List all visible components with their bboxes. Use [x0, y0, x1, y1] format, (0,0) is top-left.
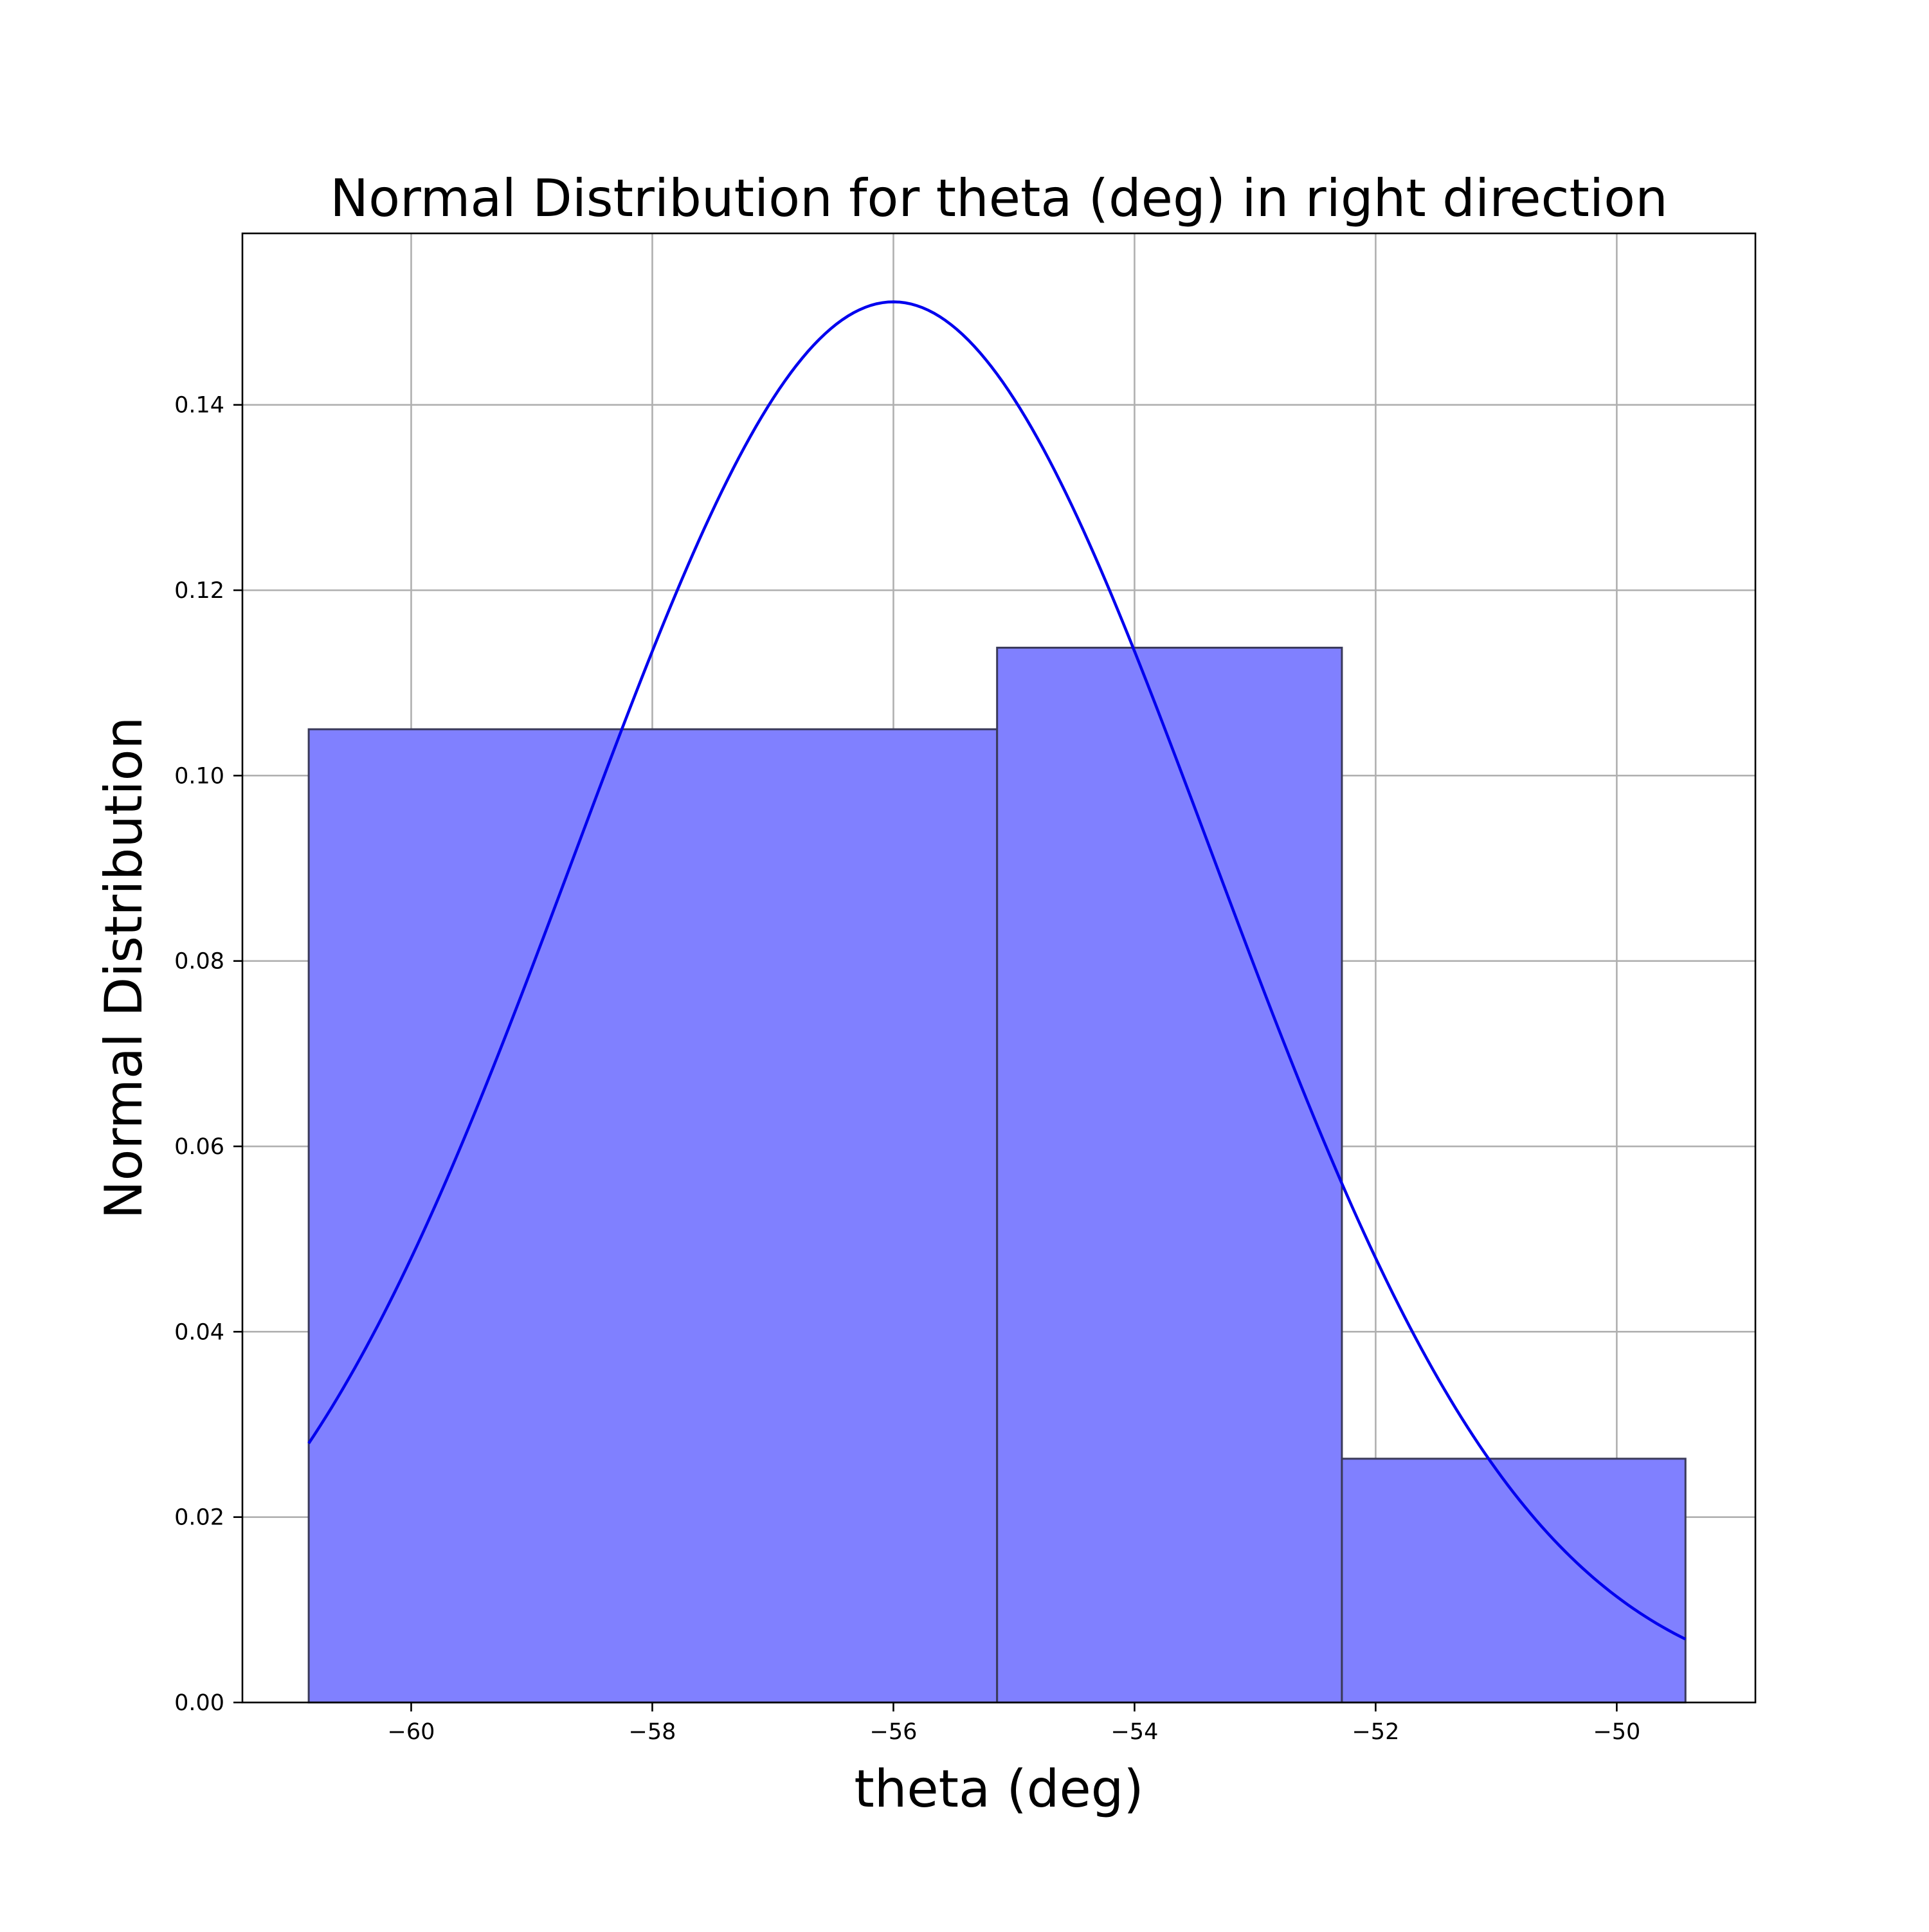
x-tick-label: −60 — [388, 1719, 435, 1745]
x-axis-label: theta (deg) — [854, 1759, 1143, 1819]
x-tick-label: −56 — [870, 1719, 918, 1745]
y-tick-label: 0.12 — [174, 578, 224, 604]
y-tick-label: 0.04 — [174, 1319, 224, 1345]
y-tick-label: 0.00 — [174, 1690, 224, 1716]
pdf-curve-layer — [307, 300, 1687, 1641]
y-tick-label: 0.14 — [174, 393, 224, 419]
histogram-bars — [307, 646, 1687, 1704]
x-tick-label: −50 — [1593, 1719, 1640, 1745]
y-tick-label: 0.10 — [174, 763, 224, 789]
y-axis-label: Normal Distribution — [94, 717, 154, 1220]
y-tick-label: 0.02 — [174, 1505, 224, 1531]
histogram-bar — [307, 728, 999, 1704]
axis-ticks — [233, 404, 1618, 1711]
x-tick-label: −52 — [1352, 1719, 1399, 1745]
axis-tick-labels: −60 −58 −56 −54 −52 −50 0.00 0.02 0.04 0.06 0.08 0.… — [174, 393, 1640, 1745]
x-tick-label: −58 — [629, 1719, 676, 1745]
histogram-bar — [996, 646, 1343, 1704]
histogram-bar — [1341, 1458, 1687, 1704]
y-tick-label: 0.08 — [174, 949, 224, 975]
pdf-curve — [307, 300, 1687, 1641]
x-tick-label: −54 — [1110, 1719, 1158, 1745]
chart-title: Normal Distribution for theta (deg) in r… — [330, 168, 1668, 228]
plot-frame — [241, 232, 1757, 1704]
y-tick-label: 0.06 — [174, 1134, 224, 1160]
